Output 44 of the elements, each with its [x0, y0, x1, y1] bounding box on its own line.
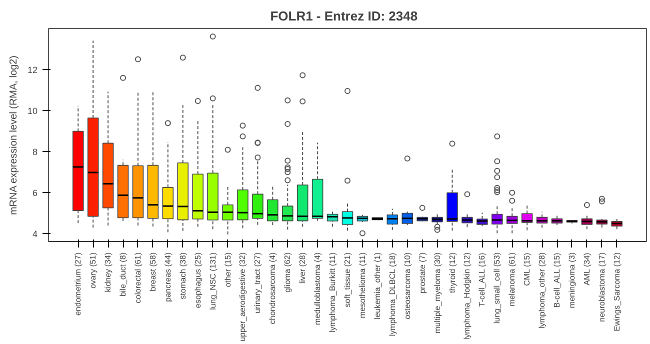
x-tick-label: liver (28) — [298, 252, 308, 284]
x-tick-label: multiple_myeloma (30) — [432, 252, 442, 334]
x-tick-label: mesothelioma (11) — [358, 252, 367, 318]
x-tick-label: upper_aerodigestive (32) — [238, 252, 248, 342]
x-tick-label: breast (58) — [148, 252, 158, 292]
x-tick-label: T-cell_ALL (16) — [478, 252, 487, 307]
chart-title: FOLR1 - Entrez ID: 2348 — [270, 8, 418, 24]
x-tick-label: AML (34) — [582, 252, 592, 286]
x-tick-label: B-cell_ALL (15) — [552, 252, 562, 308]
x-tick-label: lung_small_cell (53) — [492, 252, 502, 324]
x-tick-label: ovary (51) — [88, 252, 98, 289]
x-tick-label: prostate (7) — [418, 252, 427, 294]
x-tick-label: lymphoma_Hodgkin (12) — [462, 252, 472, 340]
y-tick-label: 8 — [32, 146, 38, 157]
x-tick-label: kidney (34) — [104, 252, 113, 292]
x-tick-label: colorectal (61) — [133, 252, 142, 304]
x-tick-label: pancreas (44) — [163, 252, 172, 302]
x-tick-label: other (15) — [223, 252, 232, 288]
x-tick-label: lung_NSC (131) — [208, 252, 218, 310]
x-tick-label: soft_tissue (21) — [343, 252, 352, 308]
x-tick-label: lymphoma_DLBCL (18) — [388, 252, 397, 336]
y-tick-label: 6 — [32, 188, 38, 198]
x-tick-label: lymphoma_Burkitt (11) — [328, 252, 338, 332]
x-tick-label: melanoma (61) — [508, 252, 517, 306]
x-tick-label: neuroblastoma (17) — [597, 252, 606, 322]
x-tick-label: chondrosarcoma (4) — [268, 252, 278, 324]
x-tick-label: lymphoma_other (28) — [538, 252, 547, 329]
y-tick-label: 4 — [32, 228, 38, 239]
y-tick-label: 12 — [27, 64, 38, 75]
x-tick-label: thyroid (12) — [448, 252, 457, 293]
x-tick-label: glioma (62) — [283, 252, 292, 293]
x-tick-label: bile_duct (8) — [118, 252, 128, 297]
y-axis-title: mRNA expression level (RMA, log2) — [8, 56, 20, 216]
y-tick-label: 10 — [27, 106, 38, 116]
x-tick-label: urinary_tract (27) — [253, 252, 262, 314]
x-tick-label: leukemia_other (1) — [372, 252, 382, 320]
x-tick-label: stomach (38) — [178, 252, 188, 300]
x-tick-label: medulloblastoma (4) — [313, 252, 322, 325]
x-tick-label: Ewings_Sarcoma (12) — [612, 252, 622, 332]
x-tick-label: endometrium (27) — [74, 252, 83, 316]
x-tick-label: osteosarcoma (10) — [402, 252, 412, 320]
x-tick-label: meningioma (3) — [567, 252, 576, 308]
x-tick-label: CML (15) — [522, 252, 532, 286]
x-tick-label: esophagus (25) — [193, 252, 202, 308]
